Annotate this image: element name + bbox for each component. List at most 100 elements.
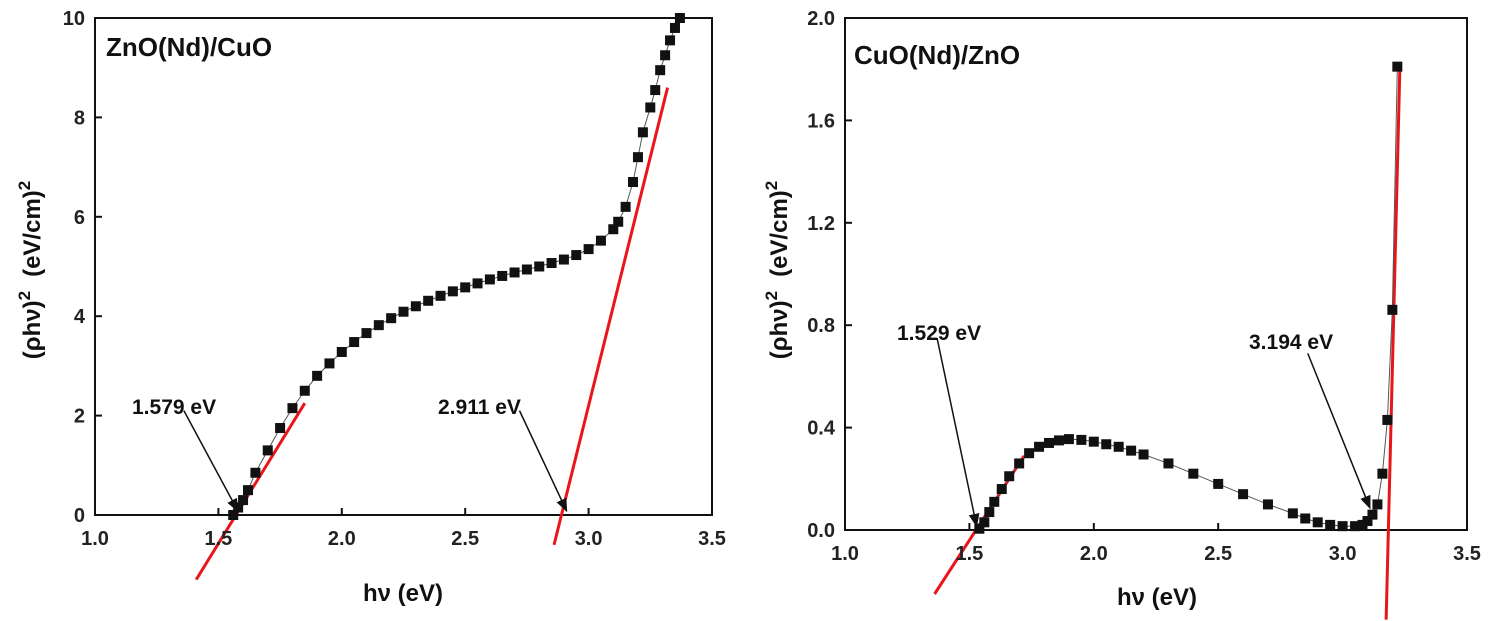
data-point [1382, 414, 1393, 425]
data-point [386, 313, 397, 324]
data-point [1113, 441, 1124, 452]
fit-line [552, 87, 670, 546]
data-point [1312, 517, 1323, 528]
y-tick-label: 8 [74, 107, 85, 129]
plot-frame [94, 17, 713, 516]
data-point [472, 278, 483, 289]
data-point [287, 403, 298, 414]
y-tick-label: 4 [74, 306, 86, 328]
fit-line [1384, 69, 1402, 620]
data-point [1034, 441, 1045, 452]
data-point [299, 385, 310, 396]
fit-lines [194, 87, 670, 580]
data-point [1213, 478, 1224, 489]
data-point [484, 274, 495, 285]
data-point [620, 201, 631, 212]
data-point [1392, 61, 1403, 72]
data-point [1300, 513, 1311, 524]
data-points [228, 13, 685, 520]
data-point [628, 177, 639, 188]
data-point [1163, 458, 1174, 469]
y-tick-label: 0.4 [807, 418, 836, 440]
data-point [262, 445, 273, 456]
data-point [1076, 434, 1087, 445]
annotation-arrow [1307, 353, 1371, 510]
x-tick-label: 1.5 [955, 543, 983, 565]
plot-area [844, 17, 1468, 531]
data-point [324, 358, 335, 369]
y-tick-label: 6 [74, 207, 85, 229]
data-points [974, 61, 1403, 534]
panel-title: ZnO(Nd)/CuO [106, 32, 272, 62]
annotation-arrow [183, 410, 239, 513]
axis-ticks: 1.0 1.5 2.0 2.5 3.0 3.5 0.0 0.4 0.8 1.2 1.6 2.0 [807, 8, 1481, 565]
annotation-arrows [183, 410, 568, 513]
data-point [447, 286, 458, 297]
data-point [228, 510, 239, 520]
y-tick-label: 0.8 [807, 315, 835, 337]
y-tick-label: 1.2 [807, 213, 835, 235]
y-axis-label-base: (ρhν) [19, 300, 46, 359]
data-point [509, 267, 520, 278]
chart-right: 1.0 1.5 2.0 2.5 3.0 3.5 0.0 0.4 0.8 1.2 1.6 2.0 CuO… [762, 8, 1481, 620]
data-point [410, 301, 421, 312]
plot-frame [844, 17, 1468, 531]
y-axis-label-unit-sup: 2 [15, 181, 34, 190]
x-axis-label: hν (eV) [1117, 584, 1197, 611]
y-tick-label: 10 [63, 8, 85, 30]
x-tick-label: 1.0 [831, 543, 859, 565]
series-line [232, 17, 681, 516]
x-tick-label: 2.0 [1080, 543, 1108, 565]
data-point [243, 485, 254, 496]
data-point [238, 495, 249, 506]
data-point [398, 306, 409, 317]
y-tick-label: 0 [74, 505, 85, 527]
data-point [1138, 449, 1149, 460]
data-point [650, 85, 661, 96]
data-point [595, 235, 606, 246]
data-point [534, 261, 545, 272]
data-point [669, 22, 680, 33]
data-point [373, 320, 384, 331]
data-point [608, 224, 619, 235]
data-point [645, 102, 656, 113]
data-point [655, 65, 666, 76]
data-point [1362, 516, 1373, 527]
data-point [1325, 519, 1336, 530]
y-axis-label-base: (ρhν) [766, 300, 793, 359]
chart-left: 1.0 1.5 2.0 2.5 3.0 3.5 0 2 4 6 8 10 ZnO(Nd)/CuO 1.… [15, 8, 726, 607]
data-point [312, 370, 323, 381]
data-point [497, 270, 508, 281]
data-point [583, 244, 594, 255]
x-tick-label: 3.0 [1329, 543, 1357, 565]
x-tick-label: 3.5 [1453, 543, 1481, 565]
data-point [1014, 458, 1025, 469]
x-tick-label: 2.0 [328, 528, 356, 550]
data-point [1238, 489, 1249, 500]
data-point [989, 496, 1000, 507]
annotation-label: 3.194 eV [1249, 331, 1333, 354]
data-point [336, 346, 347, 357]
annotation-arrow [936, 337, 980, 528]
panel-title: CuO(Nd)/ZnO [854, 40, 1020, 70]
data-point [984, 507, 995, 518]
data-point [521, 264, 532, 275]
y-axis-label-sup: 2 [15, 291, 34, 300]
y-tick-label: 0.0 [807, 520, 835, 542]
data-point [665, 35, 676, 46]
data-point [1088, 436, 1099, 447]
data-point [1372, 499, 1383, 510]
y-axis-label-sup: 2 [762, 291, 781, 300]
data-point [1101, 439, 1112, 450]
data-point [996, 484, 1007, 495]
y-axis-label-unit-sup: 2 [762, 181, 781, 190]
data-point [1188, 468, 1199, 479]
series-line [978, 66, 1398, 530]
y-axis-label: (ρhν)2(eV/cm)2 [15, 181, 46, 359]
data-point [1350, 521, 1361, 532]
plot-area [94, 17, 713, 516]
data-point [250, 467, 261, 478]
annotation-arrows [936, 337, 1371, 528]
data-point [1287, 508, 1298, 519]
y-tick-label: 2.0 [807, 8, 835, 30]
